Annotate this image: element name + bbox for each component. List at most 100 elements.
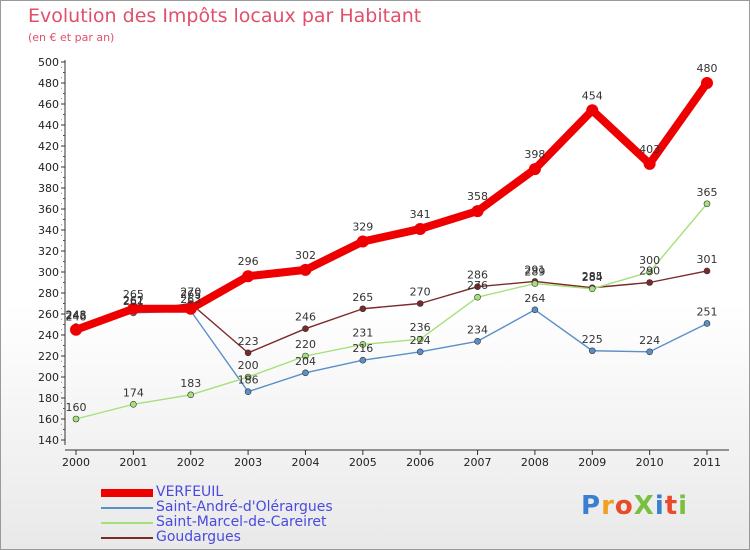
series-line-0 (72, 79, 711, 334)
y-tick-label: 300 (38, 266, 59, 279)
data-label: 246 (66, 311, 87, 324)
data-label: 248 (66, 309, 87, 322)
data-label: 263 (180, 293, 201, 306)
data-label: 231 (352, 326, 373, 339)
data-point (299, 263, 312, 276)
data-point (474, 293, 481, 301)
data-label: 234 (467, 323, 488, 336)
data-label: 290 (639, 265, 660, 278)
data-label: 246 (295, 311, 316, 324)
data-point (528, 163, 541, 176)
y-tick-label: 400 (38, 161, 59, 174)
x-tick-label: 2011 (693, 456, 721, 469)
x-tick-label: 2008 (521, 456, 549, 469)
data-label: 225 (582, 333, 603, 346)
logo-letter: i (678, 491, 689, 521)
y-tick-label: 480 (38, 77, 59, 90)
data-point (701, 77, 713, 89)
data-point (416, 335, 424, 343)
data-point (242, 270, 255, 283)
data-point (127, 302, 140, 315)
legend-swatch (101, 537, 153, 539)
series-line-1 (75, 309, 708, 393)
data-point (244, 349, 252, 357)
data-label: 302 (295, 249, 316, 262)
data-label: 224 (639, 334, 660, 347)
legend-swatch (101, 507, 153, 509)
data-point (416, 300, 424, 307)
data-point (474, 337, 481, 345)
data-point (588, 347, 596, 355)
y-tick-label: 380 (38, 182, 59, 195)
logo-letter: t (664, 491, 679, 521)
series-layer (70, 77, 713, 423)
data-point (703, 320, 711, 327)
data-label: 365 (697, 186, 718, 199)
legend-swatch (101, 489, 153, 497)
data-label: 264 (524, 292, 545, 305)
y-tick-label: 460 (38, 98, 59, 111)
data-label: 220 (295, 338, 316, 351)
data-point (244, 373, 252, 381)
y-tick-label: 240 (38, 329, 59, 342)
data-label: 251 (697, 305, 718, 318)
data-label: 265 (352, 291, 373, 304)
logo-letter: o (614, 491, 634, 521)
data-point (359, 305, 367, 313)
data-point (588, 285, 596, 293)
data-label: 403 (639, 143, 660, 156)
data-point (643, 157, 656, 170)
chart-subtitle: (en € et par an) (28, 31, 115, 44)
data-point (646, 279, 653, 286)
data-point (531, 306, 539, 314)
data-label: 480 (697, 62, 718, 75)
data-label: 454 (582, 89, 603, 102)
data-label: 261 (123, 295, 144, 308)
data-label: 183 (180, 377, 201, 390)
data-label: 160 (66, 401, 87, 414)
data-point (474, 283, 481, 291)
data-label: 262 (123, 294, 144, 307)
proxiti-logo: ProXiti (581, 491, 688, 521)
data-label: 236 (410, 321, 431, 334)
data-label: 270 (180, 286, 201, 299)
legend-swatch (101, 522, 153, 524)
logo-letter: P (581, 491, 602, 521)
data-point (70, 323, 82, 336)
y-tick-label: 180 (38, 392, 59, 405)
data-label: 398 (524, 148, 545, 161)
data-label: 276 (467, 279, 488, 292)
y-tick-label: 360 (38, 203, 59, 216)
data-point (302, 325, 309, 333)
y-tick-label: 140 (38, 434, 59, 447)
data-label: 186 (238, 374, 259, 387)
y-tick-label: 160 (38, 413, 59, 426)
data-label: 174 (123, 386, 144, 399)
y-tick-label: 260 (38, 308, 59, 321)
x-tick-label: 2010 (636, 456, 664, 469)
data-point (646, 348, 653, 356)
chart-title: Evolution des Impôts locaux par Habitant (28, 5, 422, 27)
x-tick-label: 2009 (578, 456, 606, 469)
data-label: 224 (410, 334, 431, 347)
y-tick-label: 440 (38, 119, 59, 132)
x-tick-label: 2005 (349, 456, 377, 469)
axes: 140 160 180 200 220 240 260 280 300 320 340 360 380 4… (38, 56, 729, 469)
data-point (416, 348, 424, 356)
data-point (244, 388, 252, 396)
data-label: 286 (467, 269, 488, 282)
data-point (646, 268, 653, 276)
data-label: 300 (639, 254, 660, 267)
data-point (703, 267, 711, 275)
data-point (359, 341, 367, 348)
data-point (359, 356, 367, 364)
legend-label: Saint-Marcel-de-Careiret (156, 514, 327, 530)
data-point (184, 302, 197, 315)
legend-label: VERFEUIL (156, 484, 224, 500)
x-tick-label: 2006 (406, 456, 434, 469)
x-tick-label: 2004 (291, 456, 319, 469)
data-label: 265 (123, 288, 144, 301)
